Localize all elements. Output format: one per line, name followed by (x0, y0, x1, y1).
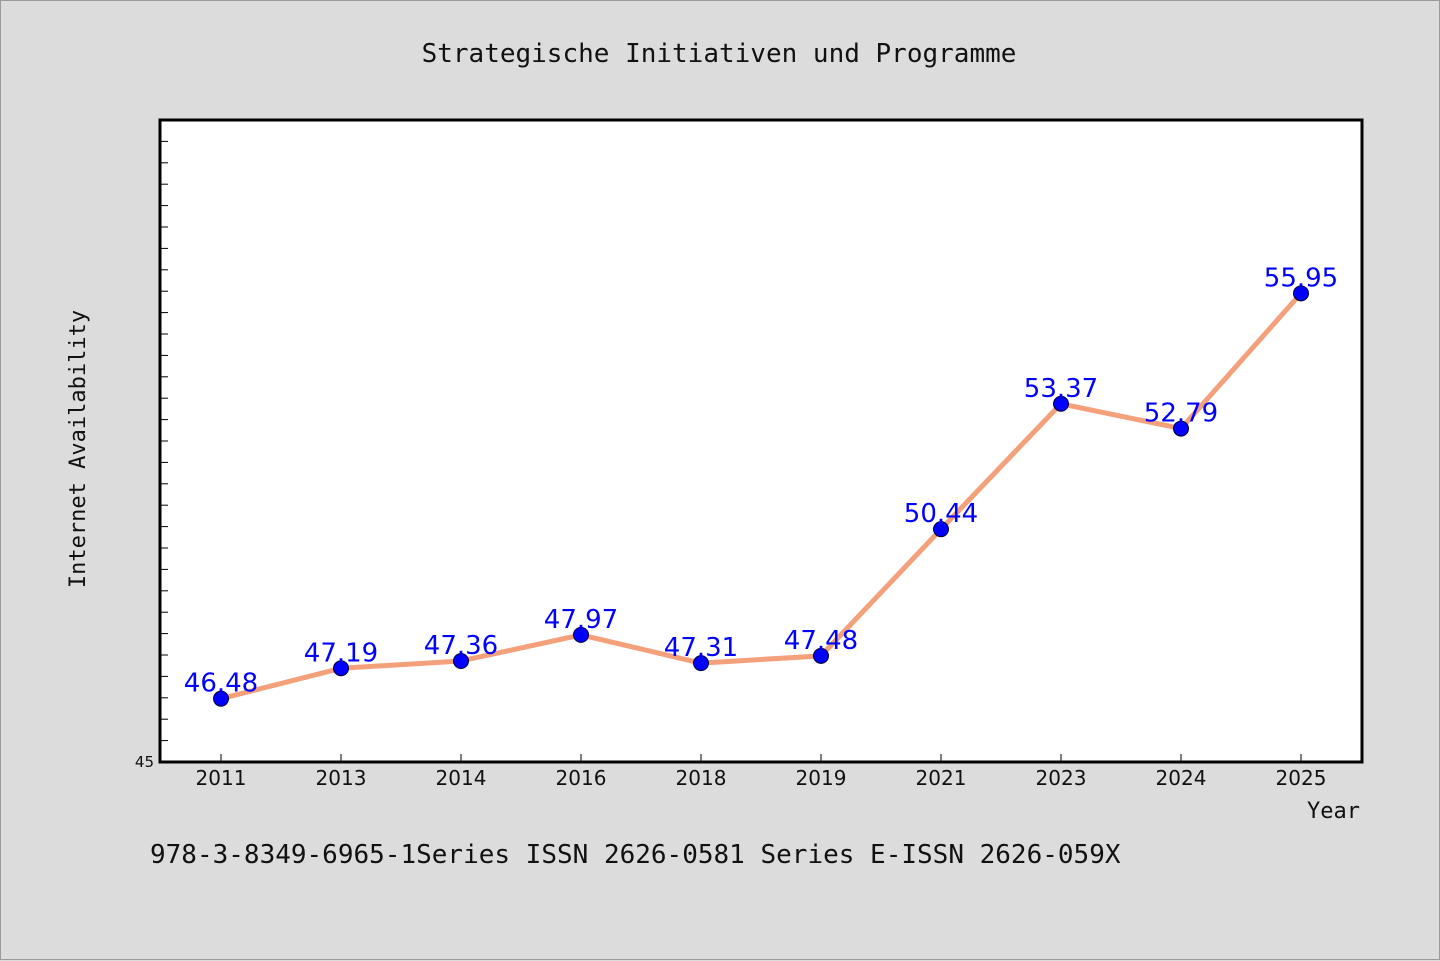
y-axis-title: Internet Availability (66, 310, 91, 588)
data-point (213, 690, 229, 707)
data-point (933, 521, 949, 538)
data-point (1293, 285, 1309, 302)
data-label: 55.95 (1264, 263, 1338, 293)
data-label: 47.19 (304, 638, 378, 668)
series-line (218, 290, 1304, 702)
data-label: 47.36 (424, 631, 498, 661)
data-label: 52.79 (1144, 399, 1218, 429)
data-label: 50.44 (904, 499, 978, 529)
x-tick-label: 2016 (556, 766, 607, 790)
footer-isbn-text: 978-3-8349-6965-1Series ISSN 2626-0581 S… (150, 840, 1121, 870)
data-point (813, 647, 829, 664)
data-points (213, 285, 1309, 707)
data-label: 53.37 (1024, 374, 1098, 404)
x-tick-label: 2023 (1036, 766, 1087, 790)
x-axis-title: Year (1307, 799, 1360, 824)
y-tick-label-min: 45 (135, 753, 154, 771)
data-label: 46.48 (184, 669, 258, 699)
data-label: 47.31 (664, 633, 738, 663)
series-line-group (218, 290, 1304, 702)
data-labels: 46.48 47.19 47.36 47.97 47.31 47.48 50.44 53.37… (184, 263, 1338, 698)
x-tick-label: 2018 (676, 766, 727, 790)
x-tick-label: 2013 (316, 766, 367, 790)
x-axis-ticks: 2011 2013 2014 2016 2018 2019 2021 2023 2024 2025 (196, 754, 1327, 790)
data-label: 47.48 (784, 626, 858, 656)
data-label: 47.97 (544, 605, 618, 635)
x-tick-label: 2025 (1276, 766, 1327, 790)
x-tick-label: 2011 (196, 766, 247, 790)
data-point (1053, 395, 1069, 412)
y-axis-ticks (160, 140, 168, 742)
data-point (693, 655, 709, 672)
data-point (453, 652, 469, 669)
x-tick-label: 2024 (1156, 766, 1207, 790)
chart-title: Strategische Initiativen und Programme (422, 39, 1017, 69)
data-point (1173, 420, 1189, 437)
x-tick-label: 2014 (436, 766, 487, 790)
x-tick-label: 2019 (796, 766, 847, 790)
plot-area (158, 118, 1364, 764)
x-tick-label: 2021 (916, 766, 967, 790)
data-point (333, 660, 349, 677)
data-point (573, 626, 589, 643)
